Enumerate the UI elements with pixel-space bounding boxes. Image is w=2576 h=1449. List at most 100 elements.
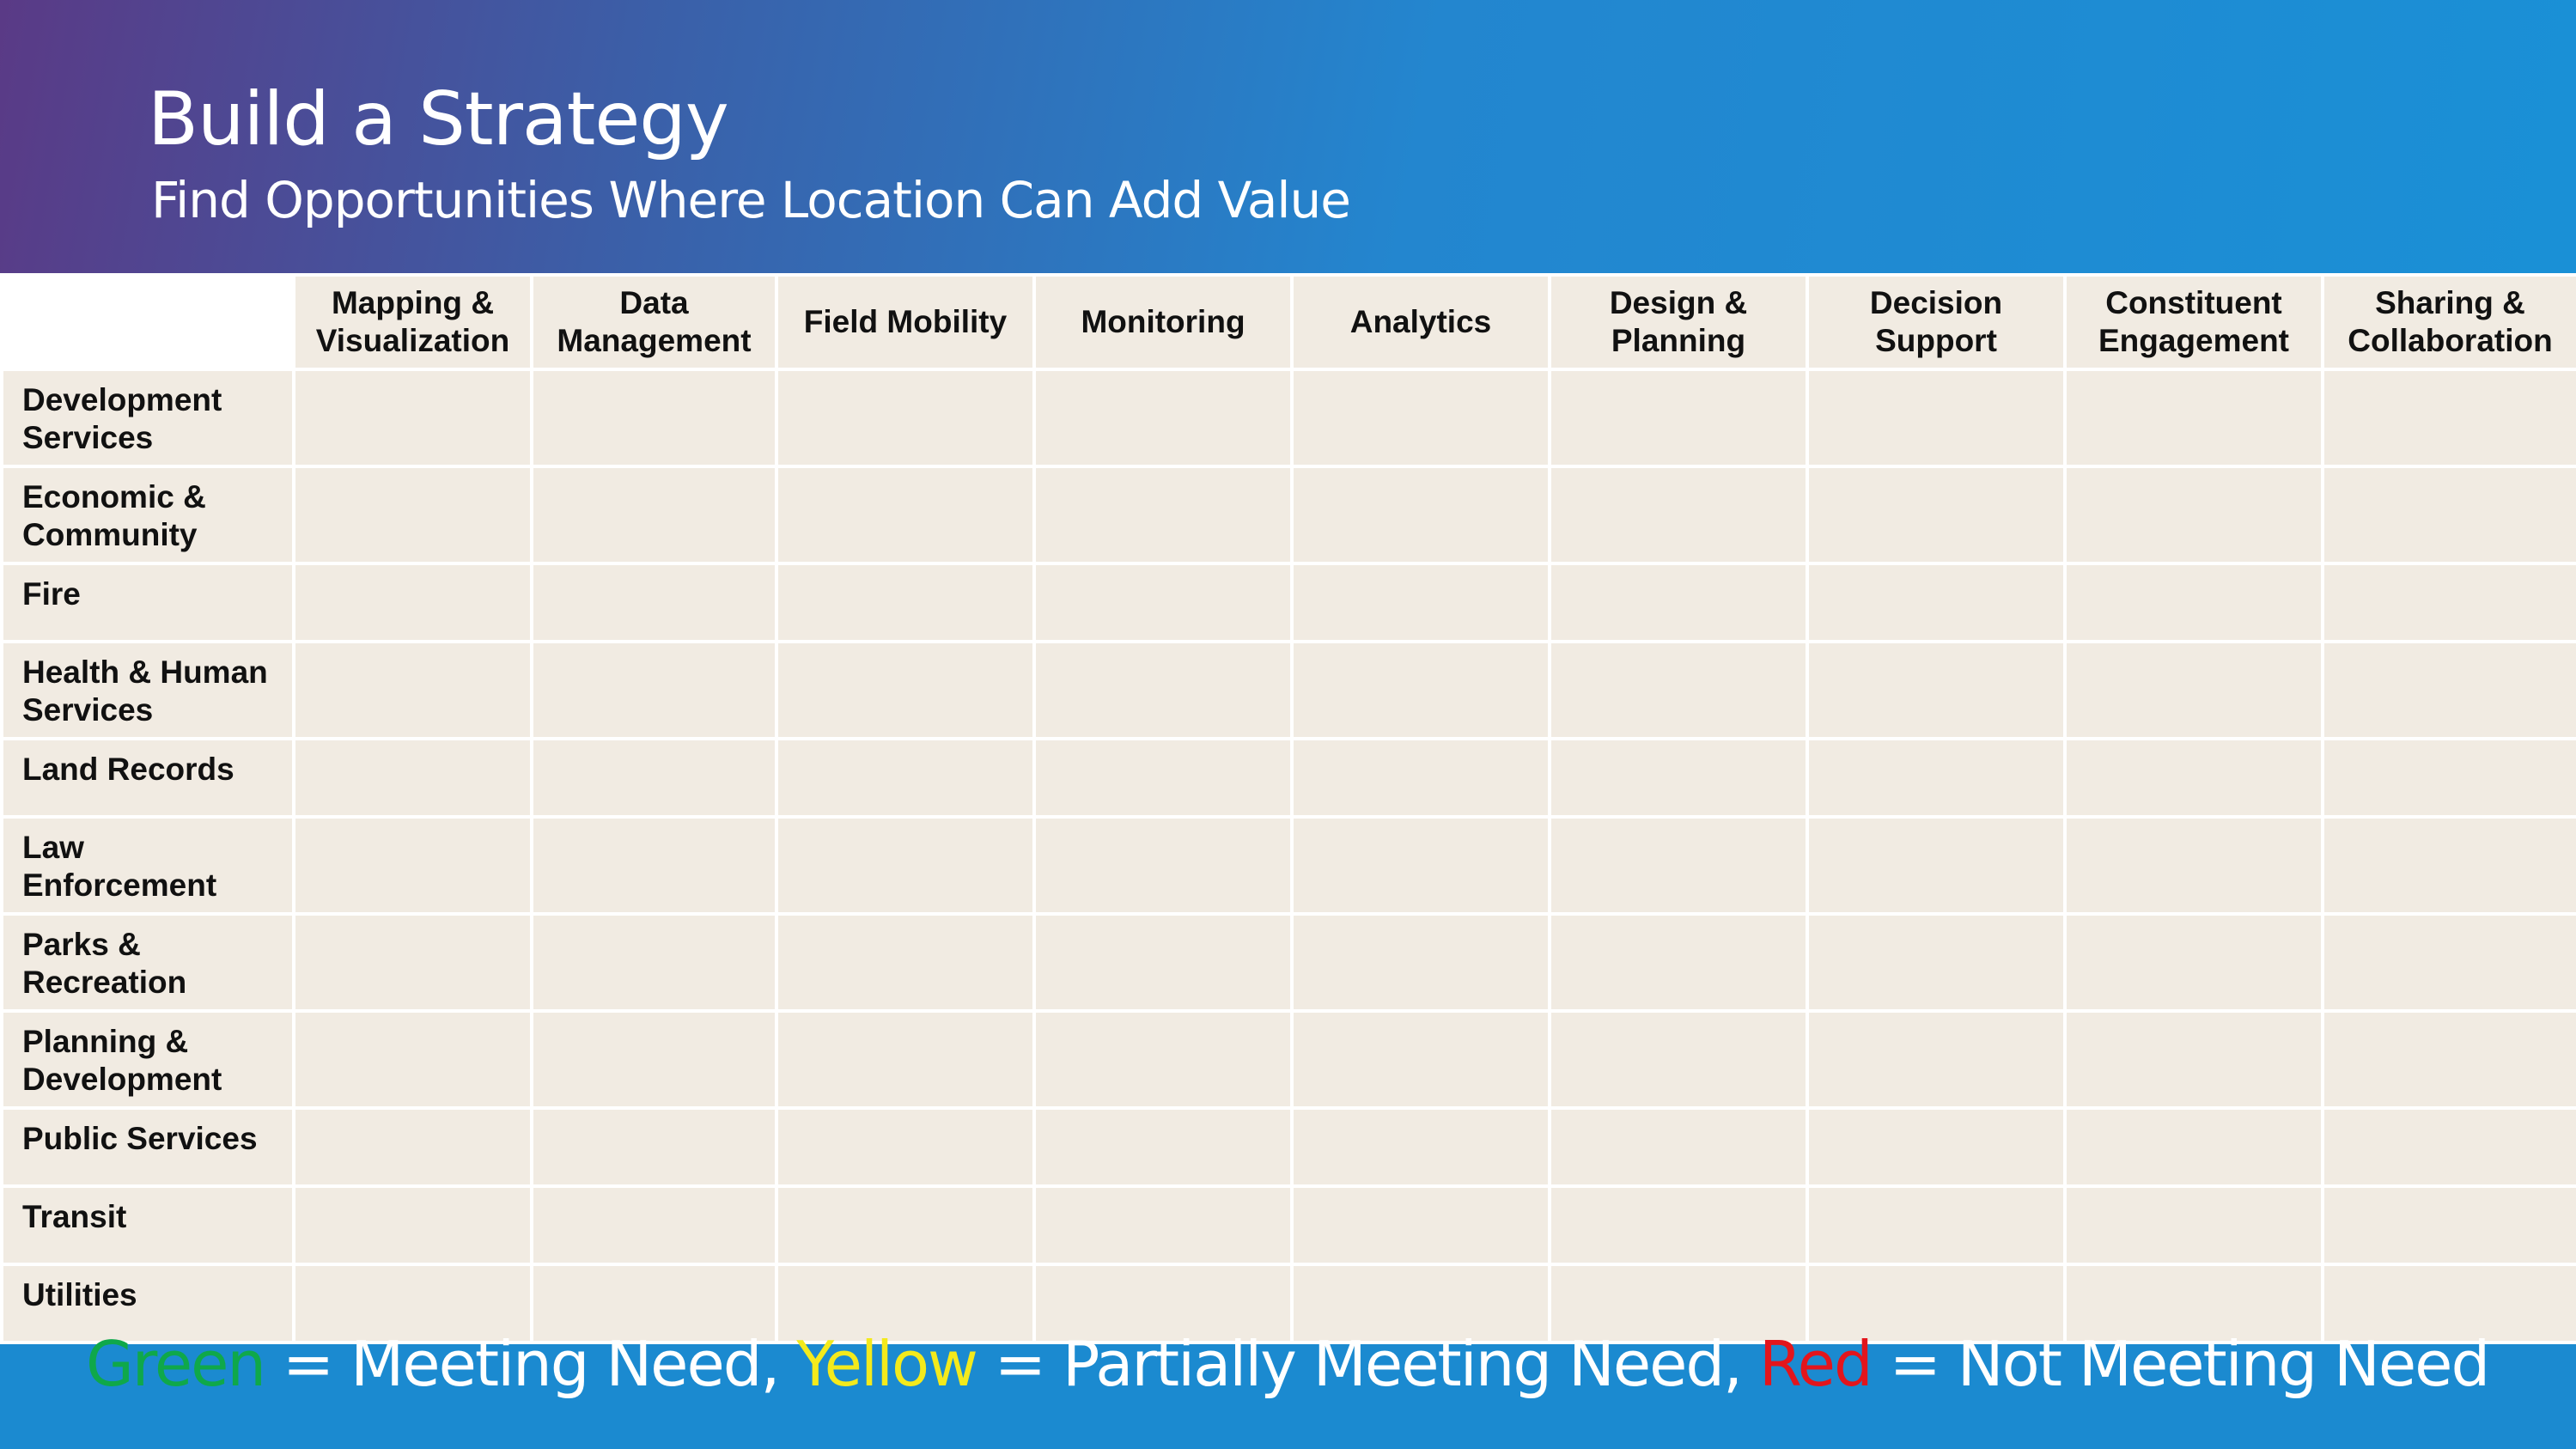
matrix-cell[interactable]	[2321, 465, 2576, 566]
matrix-cell[interactable]	[1290, 562, 1551, 644]
matrix-cell[interactable]	[1548, 1009, 1809, 1111]
matrix-cell[interactable]	[1548, 465, 1809, 566]
matrix-cell[interactable]	[530, 367, 778, 469]
matrix-cell[interactable]	[530, 912, 778, 1014]
matrix-cell[interactable]	[292, 1184, 533, 1267]
matrix-cell[interactable]	[1032, 1263, 1294, 1344]
matrix-cell[interactable]	[2321, 1106, 2576, 1189]
matrix-cell[interactable]	[1032, 1184, 1294, 1267]
matrix-cell[interactable]	[2063, 562, 2324, 644]
matrix-cell[interactable]	[2321, 562, 2576, 644]
matrix-cell[interactable]	[775, 1106, 1036, 1189]
matrix-cell[interactable]	[2063, 640, 2324, 741]
matrix-cell[interactable]	[2063, 912, 2324, 1014]
matrix-cell[interactable]	[530, 737, 778, 819]
matrix-cell[interactable]	[530, 640, 778, 741]
matrix-cell[interactable]	[1806, 640, 2067, 741]
matrix-cell[interactable]	[775, 367, 1036, 469]
matrix-cell[interactable]	[530, 1263, 778, 1344]
matrix-cell[interactable]	[1806, 465, 2067, 566]
matrix-cell[interactable]	[1290, 367, 1551, 469]
matrix-cell[interactable]	[292, 1106, 533, 1189]
matrix-cell[interactable]	[1032, 367, 1294, 469]
matrix-cell[interactable]	[1032, 1009, 1294, 1111]
matrix-cell[interactable]	[1548, 367, 1809, 469]
matrix-cell[interactable]	[1290, 1184, 1551, 1267]
matrix-cell[interactable]	[292, 912, 533, 1014]
matrix-cell[interactable]	[775, 737, 1036, 819]
matrix-cell[interactable]	[2321, 815, 2576, 916]
matrix-cell[interactable]	[292, 367, 533, 469]
matrix-cell[interactable]	[1032, 815, 1294, 916]
matrix-cell[interactable]	[1290, 640, 1551, 741]
matrix-cell[interactable]	[530, 1106, 778, 1189]
matrix-cell[interactable]	[775, 1009, 1036, 1111]
matrix-cell[interactable]	[2063, 367, 2324, 469]
matrix-cell[interactable]	[1290, 737, 1551, 819]
matrix-cell[interactable]	[775, 1263, 1036, 1344]
matrix-cell[interactable]	[530, 1184, 778, 1267]
matrix-cell[interactable]	[530, 1009, 778, 1111]
matrix-cell[interactable]	[2063, 1106, 2324, 1189]
matrix-cell[interactable]	[2321, 367, 2576, 469]
matrix-cell[interactable]	[292, 1009, 533, 1111]
matrix-cell[interactable]	[1290, 815, 1551, 916]
matrix-cell[interactable]	[1548, 640, 1809, 741]
matrix-cell[interactable]	[292, 737, 533, 819]
matrix-cell[interactable]	[1548, 1106, 1809, 1189]
matrix-cell[interactable]	[2321, 737, 2576, 819]
matrix-cell[interactable]	[1806, 562, 2067, 644]
matrix-cell[interactable]	[775, 815, 1036, 916]
matrix-cell[interactable]	[1548, 912, 1809, 1014]
matrix-cell[interactable]	[775, 912, 1036, 1014]
matrix-cell[interactable]	[292, 1263, 533, 1344]
matrix-cell[interactable]	[2063, 1263, 2324, 1344]
matrix-cell[interactable]	[775, 562, 1036, 644]
matrix-cell[interactable]	[1032, 465, 1294, 566]
matrix-cell[interactable]	[1806, 1106, 2067, 1189]
matrix-cell[interactable]	[1806, 815, 2067, 916]
matrix-cell[interactable]	[775, 640, 1036, 741]
matrix-cell[interactable]	[1290, 1106, 1551, 1189]
matrix-cell[interactable]	[1032, 640, 1294, 741]
matrix-cell[interactable]	[2321, 1184, 2576, 1267]
matrix-cell[interactable]	[2321, 1009, 2576, 1111]
matrix-cell[interactable]	[2321, 1263, 2576, 1344]
matrix-cell[interactable]	[292, 562, 533, 644]
matrix-cell[interactable]	[2063, 737, 2324, 819]
matrix-cell[interactable]	[1548, 562, 1809, 644]
matrix-cell[interactable]	[1548, 815, 1809, 916]
matrix-cell[interactable]	[2063, 1009, 2324, 1111]
matrix-cell[interactable]	[1806, 1009, 2067, 1111]
matrix-cell[interactable]	[1290, 465, 1551, 566]
matrix-cell[interactable]	[1290, 912, 1551, 1014]
matrix-cell[interactable]	[1806, 1263, 2067, 1344]
matrix-cell[interactable]	[1806, 367, 2067, 469]
matrix-cell[interactable]	[530, 465, 778, 566]
matrix-cell[interactable]	[1806, 1184, 2067, 1267]
matrix-cell[interactable]	[1032, 912, 1294, 1014]
matrix-cell[interactable]	[2321, 640, 2576, 741]
matrix-cell[interactable]	[1290, 1009, 1551, 1111]
matrix-cell[interactable]	[1548, 1263, 1809, 1344]
matrix-cell[interactable]	[1032, 1106, 1294, 1189]
matrix-cell[interactable]	[1032, 562, 1294, 644]
matrix-cell[interactable]	[530, 815, 778, 916]
matrix-cell[interactable]	[292, 465, 533, 566]
matrix-cell[interactable]	[292, 640, 533, 741]
column-header: Decision Support	[1806, 273, 2067, 371]
matrix-cell[interactable]	[2063, 815, 2324, 916]
matrix-cell[interactable]	[292, 815, 533, 916]
matrix-cell[interactable]	[1032, 737, 1294, 819]
matrix-cell[interactable]	[1806, 912, 2067, 1014]
matrix-cell[interactable]	[1290, 1263, 1551, 1344]
matrix-cell[interactable]	[775, 1184, 1036, 1267]
matrix-cell[interactable]	[530, 562, 778, 644]
matrix-cell[interactable]	[1548, 1184, 1809, 1267]
matrix-cell[interactable]	[775, 465, 1036, 566]
matrix-cell[interactable]	[1806, 737, 2067, 819]
matrix-cell[interactable]	[2063, 465, 2324, 566]
matrix-cell[interactable]	[2321, 912, 2576, 1014]
matrix-cell[interactable]	[2063, 1184, 2324, 1267]
matrix-cell[interactable]	[1548, 737, 1809, 819]
